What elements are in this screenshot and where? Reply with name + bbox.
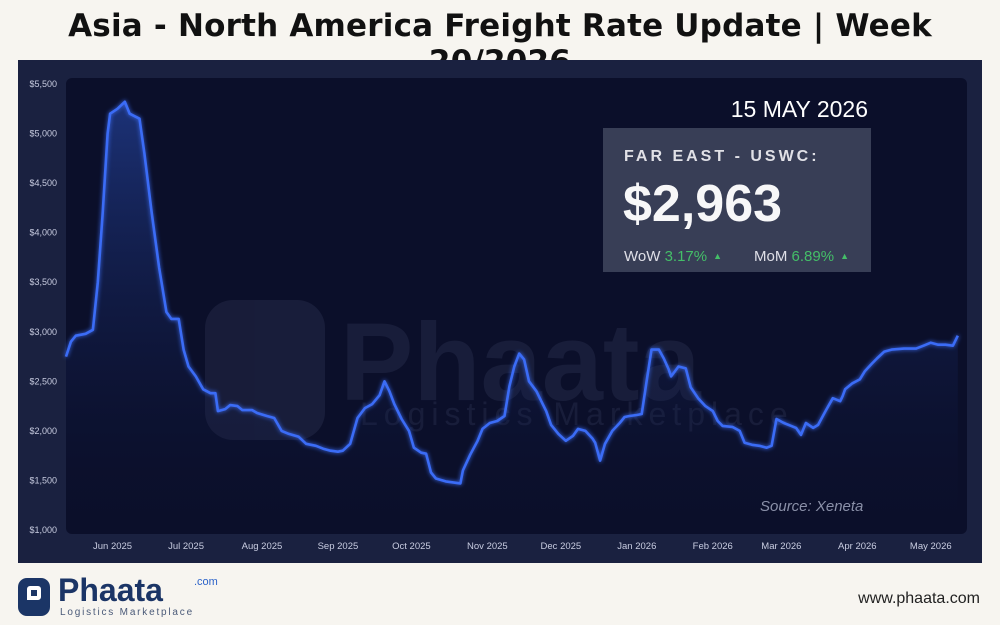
y-tick-label: $1,500: [29, 475, 57, 485]
rate-card: FAR EAST - USWC: $2,963 WoW 3.17% ▲ MoM 6…: [603, 128, 871, 272]
brand-logo: Phaata .com Logistics Marketplace: [18, 572, 218, 618]
mom-change: MoM 6.89% ▲: [754, 248, 849, 265]
x-tick-label: Feb 2026: [693, 541, 733, 552]
brand-dotcom: .com: [194, 576, 218, 588]
brand-name: Phaata: [58, 572, 163, 608]
wow-value: 3.17%: [664, 248, 708, 265]
date-label: 15 MAY 2026: [730, 96, 868, 122]
x-tick-label: Jun 2025: [93, 541, 132, 552]
lane-label: FAR EAST - USWC:: [624, 148, 820, 165]
y-tick-label: $1,000: [29, 525, 57, 535]
source-note: Source: Xeneta: [760, 498, 864, 515]
wow-label: WoW: [624, 248, 661, 265]
y-tick-label: $2,500: [29, 376, 57, 386]
up-arrow-icon: ▲: [840, 251, 849, 261]
up-arrow-icon: ▲: [713, 251, 723, 261]
y-tick-label: $2,000: [29, 426, 57, 436]
y-tick-label: $5,500: [29, 79, 57, 89]
x-tick-label: May 2026: [910, 541, 952, 552]
current-rate: $2,963: [623, 175, 783, 233]
x-tick-label: Aug 2025: [242, 541, 283, 552]
x-tick-label: Jan 2026: [617, 541, 656, 552]
y-tick-label: $5,000: [29, 129, 57, 139]
x-tick-label: Jul 2025: [168, 541, 204, 552]
website-link[interactable]: www.phaata.com: [858, 590, 980, 607]
x-tick-label: Apr 2026: [838, 541, 877, 552]
mom-value: 6.89%: [791, 248, 835, 265]
series-area: [66, 101, 958, 533]
series-line: [64, 100, 959, 485]
logo-mark-icon: [18, 578, 50, 616]
y-axis: $1,000 $1,500 $2,000 $2,500 $3,000 $3,500 $4,0…: [29, 79, 57, 535]
y-tick-label: $4,500: [29, 178, 57, 188]
x-tick-label: Nov 2025: [467, 541, 508, 552]
mom-label: MoM: [754, 248, 788, 265]
x-tick-label: Dec 2025: [541, 541, 582, 552]
x-tick-label: Mar 2026: [761, 541, 801, 552]
wow-change: WoW 3.17% ▲: [624, 248, 722, 265]
brand-tagline: Logistics Marketplace: [60, 607, 194, 618]
x-axis: Jun 2025 Jul 2025 Aug 2025 Sep 2025 Oct 2025…: [93, 541, 952, 552]
x-tick-label: Oct 2025: [392, 541, 431, 552]
x-tick-label: Sep 2025: [318, 541, 359, 552]
y-tick-label: $4,000: [29, 228, 57, 238]
y-tick-label: $3,000: [29, 327, 57, 337]
y-tick-label: $3,500: [29, 277, 57, 287]
